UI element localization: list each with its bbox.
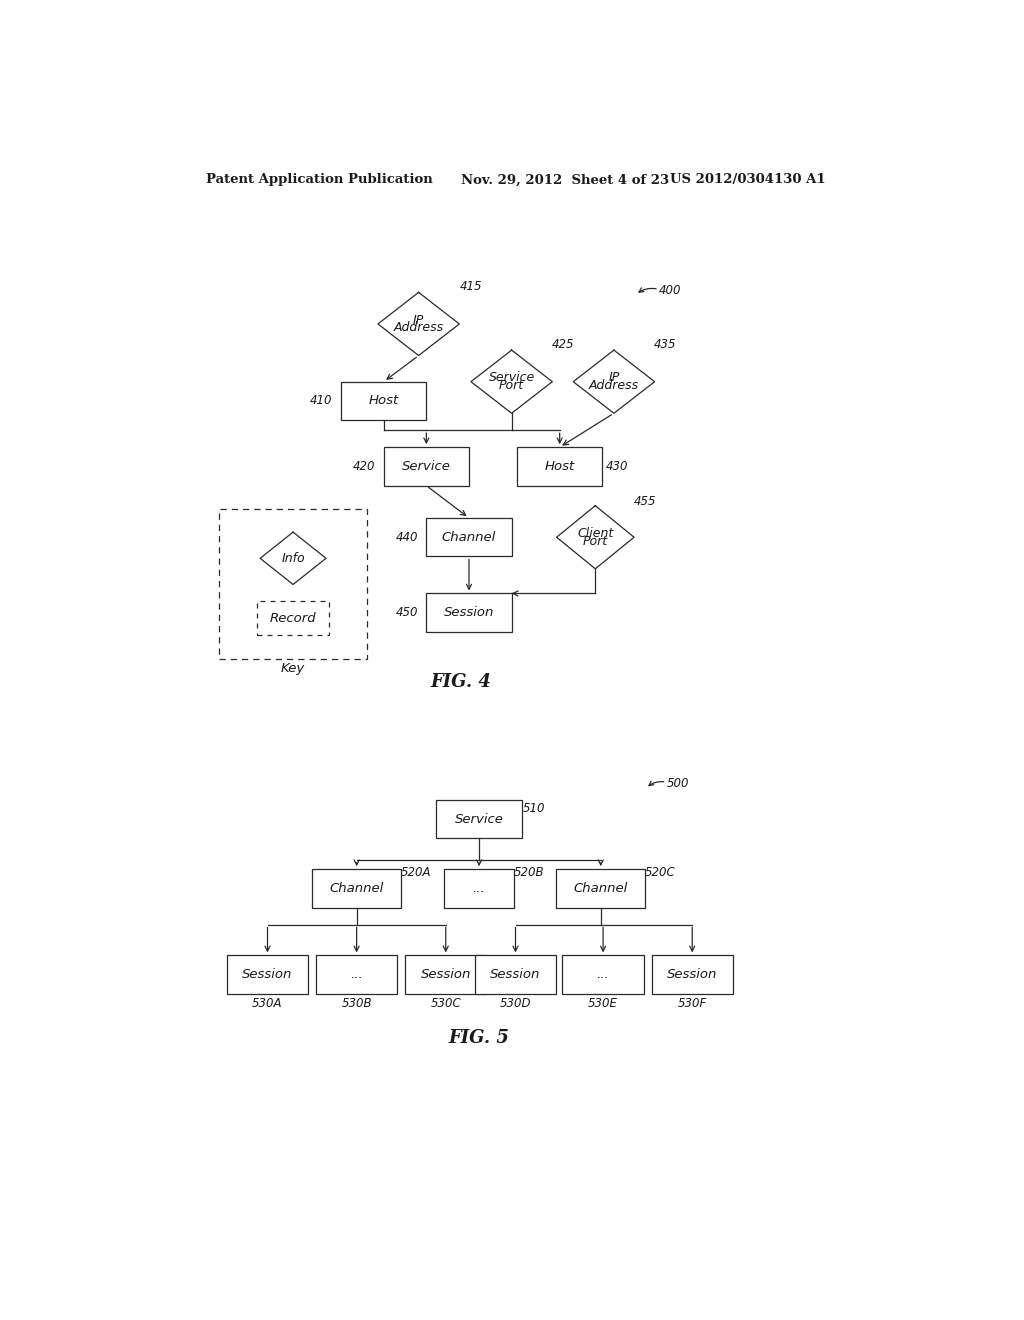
Text: 435: 435 <box>654 338 677 351</box>
Text: ...: ... <box>473 882 485 895</box>
Text: Address: Address <box>393 321 443 334</box>
Text: 520C: 520C <box>645 866 676 879</box>
Bar <box>341 381 426 420</box>
Text: Info: Info <box>282 552 305 565</box>
Bar <box>406 956 486 994</box>
Polygon shape <box>573 350 654 413</box>
Bar <box>426 517 512 557</box>
Text: 530B: 530B <box>341 997 372 1010</box>
Text: Host: Host <box>369 395 399 408</box>
Text: Port: Port <box>499 379 524 392</box>
Text: Channel: Channel <box>330 882 384 895</box>
Text: Client: Client <box>578 527 613 540</box>
Text: 415: 415 <box>460 280 482 293</box>
Text: Patent Application Publication: Patent Application Publication <box>206 173 432 186</box>
Text: 530F: 530F <box>678 997 707 1010</box>
Polygon shape <box>471 350 552 413</box>
Text: Session: Session <box>490 968 541 981</box>
Bar <box>219 508 367 659</box>
Bar <box>562 956 644 994</box>
Text: Channel: Channel <box>573 882 628 895</box>
Text: 510: 510 <box>523 801 546 814</box>
Text: 520B: 520B <box>514 866 545 879</box>
Text: IP: IP <box>608 371 620 384</box>
Text: Session: Session <box>421 968 471 981</box>
Text: 430: 430 <box>606 459 629 473</box>
Text: 450: 450 <box>395 606 418 619</box>
Bar <box>517 447 602 486</box>
Polygon shape <box>378 293 460 355</box>
Text: 530D: 530D <box>500 997 531 1010</box>
Text: 425: 425 <box>552 338 574 351</box>
Text: Session: Session <box>243 968 293 981</box>
Bar <box>444 869 514 908</box>
Text: 500: 500 <box>667 777 689 791</box>
Text: 400: 400 <box>658 284 681 297</box>
Text: FIG. 5: FIG. 5 <box>449 1028 510 1047</box>
Text: 410: 410 <box>310 395 333 408</box>
Text: Key: Key <box>281 663 305 676</box>
Text: 440: 440 <box>395 531 418 544</box>
Text: Session: Session <box>443 606 495 619</box>
Text: 530E: 530E <box>588 997 618 1010</box>
Text: Service: Service <box>455 813 504 825</box>
Text: 530A: 530A <box>252 997 283 1010</box>
Text: Session: Session <box>667 968 718 981</box>
Bar <box>556 869 645 908</box>
Text: 455: 455 <box>634 495 656 508</box>
Bar <box>312 869 401 908</box>
Bar <box>257 602 329 635</box>
Text: US 2012/0304130 A1: US 2012/0304130 A1 <box>671 173 826 186</box>
Text: Service: Service <box>488 371 535 384</box>
Bar <box>426 594 512 632</box>
Polygon shape <box>557 506 634 569</box>
Bar <box>436 800 521 838</box>
Text: ...: ... <box>350 968 362 981</box>
Text: Address: Address <box>589 379 639 392</box>
Text: IP: IP <box>413 314 424 326</box>
Text: 530C: 530C <box>430 997 461 1010</box>
Bar <box>651 956 733 994</box>
Text: Host: Host <box>545 459 574 473</box>
Polygon shape <box>260 532 326 585</box>
Text: Service: Service <box>402 459 451 473</box>
Bar <box>316 956 397 994</box>
Text: ...: ... <box>597 968 609 981</box>
Bar <box>384 447 469 486</box>
Text: Nov. 29, 2012  Sheet 4 of 23: Nov. 29, 2012 Sheet 4 of 23 <box>461 173 670 186</box>
Text: 420: 420 <box>352 459 375 473</box>
Text: Port: Port <box>583 535 608 548</box>
Text: Channel: Channel <box>442 531 496 544</box>
Bar <box>475 956 556 994</box>
Text: FIG. 4: FIG. 4 <box>431 673 492 690</box>
Text: 520A: 520A <box>400 866 431 879</box>
Bar <box>226 956 308 994</box>
Text: Record: Record <box>269 612 316 624</box>
